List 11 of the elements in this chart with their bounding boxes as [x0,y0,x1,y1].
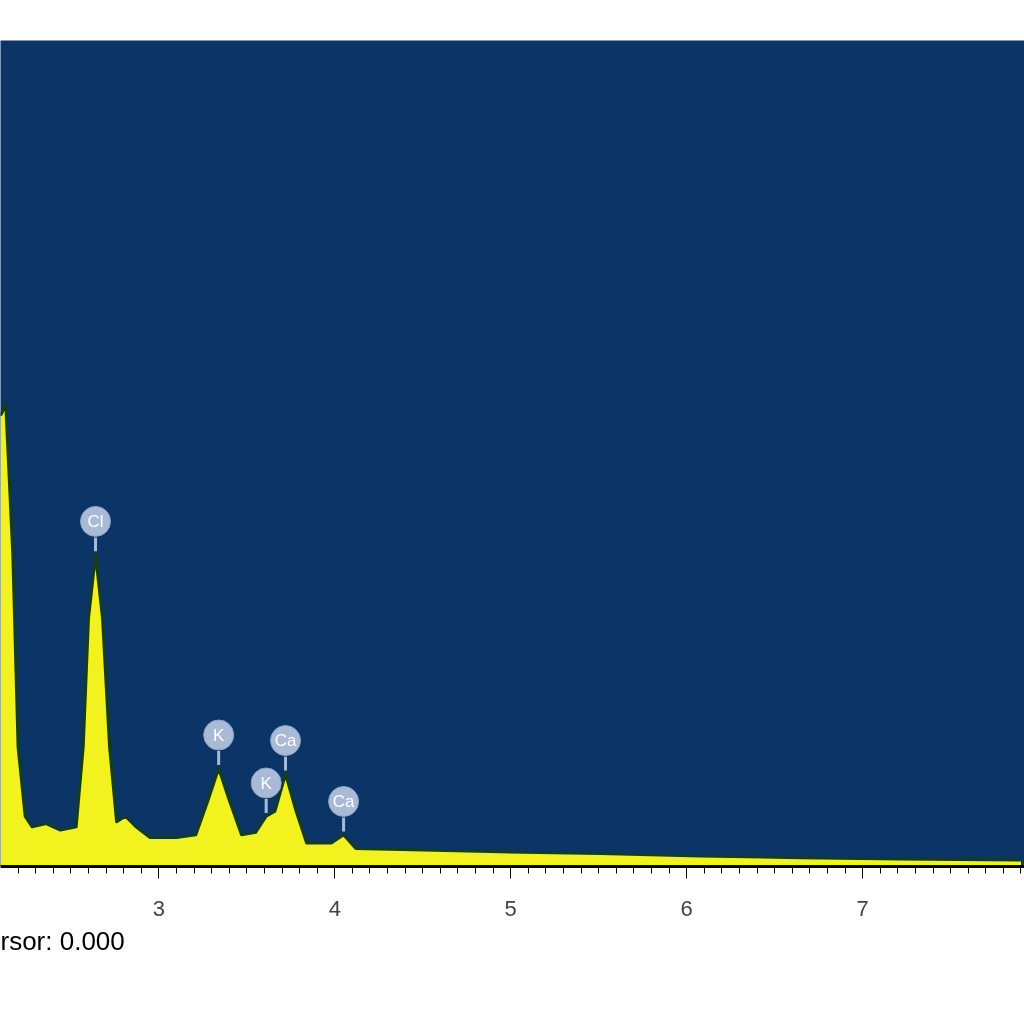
x-tick-label: 4 [328,895,341,921]
annotation: Ca [274,731,297,751]
x-tick-label: 7 [856,895,869,921]
text: rsor: 0.000 [0,925,125,956]
annotation: Cl [87,511,104,531]
annotation: K [213,725,225,745]
x-tick-label: 3 [152,895,165,921]
annotation: K [260,773,273,793]
x-tick-label: 6 [680,895,693,921]
x-tick-label: 5 [504,895,517,921]
annotation: Ca [332,791,355,811]
